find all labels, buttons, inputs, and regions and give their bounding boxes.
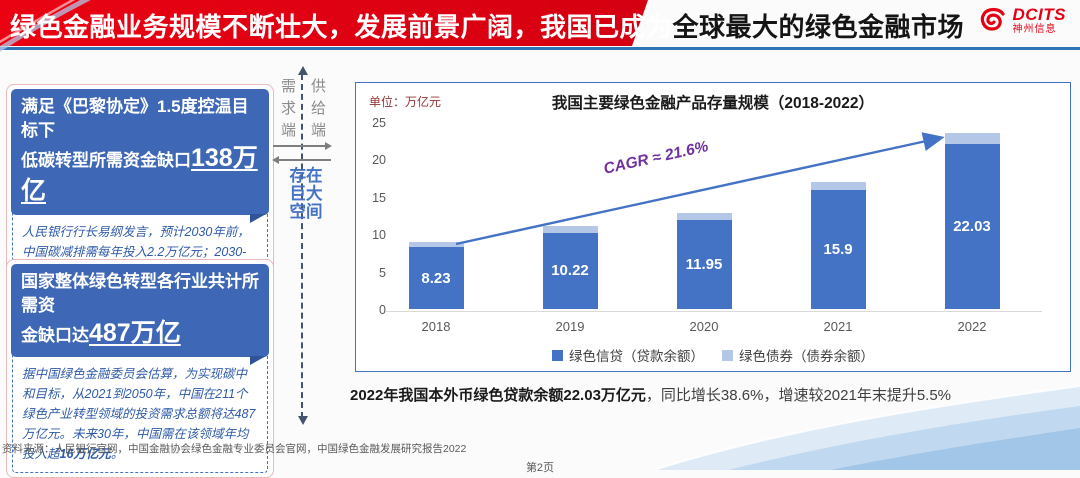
chart-legend: 绿色信贷（贷款余额） 绿色债券（债券余额） [356,345,1070,365]
bar-segment-bond [676,212,732,220]
info-box2-header: 国家整体绿色转型各行业共计所需资 金缺口达487万亿 [11,264,269,365]
x-axis-label-2018: 2018 [421,319,451,334]
logo-brand: DCITS [1012,4,1066,24]
info-box2-header-line2: 金缺口达487万亿 [21,319,181,347]
text-segment: 。 [110,447,124,461]
arrow-down-icon [297,416,308,425]
x-axis-line [386,311,1042,312]
folded-corner-icon [250,356,266,365]
y-axis-tick: 25 [372,116,386,130]
y-axis-tick: 10 [372,228,386,243]
source-note: 资料来源：人民银行官网，中国金融协会绿色金融专业委员会官网，中国绿色金融发展研究… [2,443,467,455]
dcits-logo: DCITS 神州信息 [978,5,1067,35]
legend-item: 绿色信贷（贷款余额） [552,345,704,365]
logo-brand-sub: 神州信息 [1012,23,1057,35]
arrow-up-icon [297,66,308,75]
bar-segment-credit: 10.22 [542,232,598,309]
text-segment: 2022年我国本外币绿色贷款余额22.03万亿元 [350,387,646,404]
x-axis-label-2020: 2020 [689,319,719,334]
y-axis-tick: 15 [372,190,386,205]
chart-caption: 2022年我国本外币绿色贷款余额22.03万亿元，同比增长38.6%，增速较20… [350,384,1070,405]
info-box1-header: 满足《巴黎协定》1.5度控温目标下 低碳转型所需资金缺口138万亿 [11,89,269,223]
info-box1-header-line2: 低碳转型所需资金缺口138万亿 [21,144,258,205]
page-title-rest: 全球最大的绿色金融市场 [672,12,965,42]
x-axis-label-2019: 2019 [555,319,585,334]
bar-segment-credit: 8.23 [408,247,464,309]
y-axis-tick: 5 [379,265,386,280]
huge-gap-label: 存在 巨大 空间 [289,167,323,221]
y-axis-tick: 20 [372,153,386,168]
bar-segment-bond [810,181,866,191]
legend-swatch-icon [552,349,563,361]
bar-2020: 11.95 [676,212,732,309]
demand-side-label: 需求端 [280,78,296,139]
chart-title: 我国主要绿色金融产品存量规模（2018-2022） [551,95,875,112]
bar-segment-credit: 11.95 [676,219,732,309]
legend-item: 绿色债券（债券余额） [722,345,874,365]
text-segment: ，同比增长38.6%，增速较2021年末提升5.5% [645,387,952,404]
bar-2019: 10.22 [542,225,598,309]
dcits-swirl-icon [980,7,1005,31]
info-box2-highlight-number: 487万亿 [89,319,181,347]
info-box2-body: 据中国绿色金融委员会估算，为实现碳中和目标，从2021到2050年，中国在211… [12,352,268,473]
bar-2022: 22.03 [944,133,1000,309]
bar-segment-bond [542,225,598,233]
text-segment: 据中国绿色金融委员会估算，为实现碳中和目标，从2021到2050年，中国在211… [22,367,256,461]
chart-unit-label: 单位：万亿元 [369,95,442,109]
supply-side-label: 供给端 [310,78,326,139]
folded-corner-icon [250,214,266,223]
legend-label: 绿色信贷（贷款余额） [569,349,704,364]
text-segment: 16万亿元 [59,447,111,461]
chart-plot-area: 0 5 10 15 20 25 8.23 2018 10.22 2019 11.95 2020 15.9… [356,83,1070,371]
header-underline [0,47,1080,50]
x-axis-label-2021: 2021 [823,319,853,334]
info-box-national-transition: 国家整体绿色转型各行业共计所需资 金缺口达487万亿 据中国绿色金融委员会估算，… [6,259,274,478]
y-axis-tick: 0 [379,303,386,317]
info-box2-header-line1: 国家整体绿色转型各行业共计所需资 [21,272,259,315]
chart-panel: 单位：万亿元 我国主要绿色金融产品存量规模（2018-2022） 0 5 10 15 2… [355,82,1071,372]
title-ribbon [0,0,648,46]
bar-2018: 8.23 [408,242,464,309]
page-title-highlight: 绿色金融业务规模不断壮大，发展前景广阔，我国已成为 [10,12,673,42]
bar-segment-credit: 22.03 [944,144,1000,309]
bar-segment-credit: 15.9 [810,190,866,309]
page-title: 绿色金融业务规模不断壮大，发展前景广阔，我国已成为全球最大的绿色金融市场 [10,7,964,44]
page-number: 第2页 [525,462,555,474]
info-box1-header-line1: 满足《巴黎协定》1.5度控温目标下 [21,97,249,140]
divider-dashed-line [301,74,303,418]
legend-label: 绿色债券（债券余额） [739,349,874,364]
x-axis-label-2022: 2022 [957,319,987,334]
bar-segment-bond [944,133,1000,145]
bar-2021: 15.9 [810,181,866,309]
legend-swatch-icon [722,349,733,361]
info-box1-highlight-number: 138万亿 [21,144,258,205]
bar-segment-bond [408,242,464,248]
